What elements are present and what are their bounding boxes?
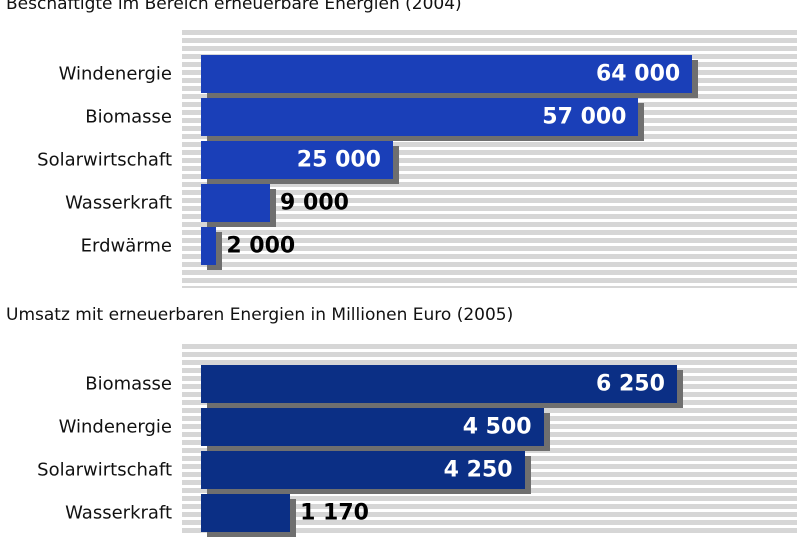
category-label: Wasserkraft bbox=[65, 502, 172, 524]
bar bbox=[201, 408, 544, 446]
category-label: Solarwirtschaft bbox=[37, 459, 172, 481]
bar bbox=[201, 141, 393, 179]
data-label: 25 000 bbox=[296, 147, 381, 173]
data-label: 6 250 bbox=[596, 371, 665, 397]
category-label: Wasserkraft bbox=[65, 192, 172, 214]
category-label: Erdwärme bbox=[80, 235, 172, 257]
bar bbox=[201, 55, 692, 93]
bar bbox=[201, 494, 291, 532]
data-label: 9 000 bbox=[280, 190, 349, 216]
data-label: 1 170 bbox=[300, 500, 369, 526]
category-label: Biomasse bbox=[85, 373, 172, 395]
category-label: Windenergie bbox=[58, 63, 172, 85]
bar bbox=[201, 451, 525, 489]
category-label: Windenergie bbox=[58, 416, 172, 438]
data-label: 57 000 bbox=[542, 104, 627, 130]
bar bbox=[201, 184, 271, 222]
bar bbox=[201, 227, 217, 265]
bar bbox=[201, 98, 639, 136]
bar bbox=[201, 365, 677, 403]
data-label: 2 000 bbox=[226, 233, 296, 259]
category-label: Solarwirtschaft bbox=[37, 149, 172, 171]
data-label: 4 500 bbox=[462, 414, 532, 440]
data-label: 4 250 bbox=[443, 457, 513, 483]
data-label: 64 000 bbox=[596, 61, 681, 87]
category-label: Biomasse bbox=[85, 106, 172, 128]
chart-title-employment: Beschäftigte im Bereich erneuerbare Ener… bbox=[6, 0, 462, 14]
chart-title-revenue: Umsatz mit erneuerbaren Energien in Mill… bbox=[6, 305, 514, 325]
